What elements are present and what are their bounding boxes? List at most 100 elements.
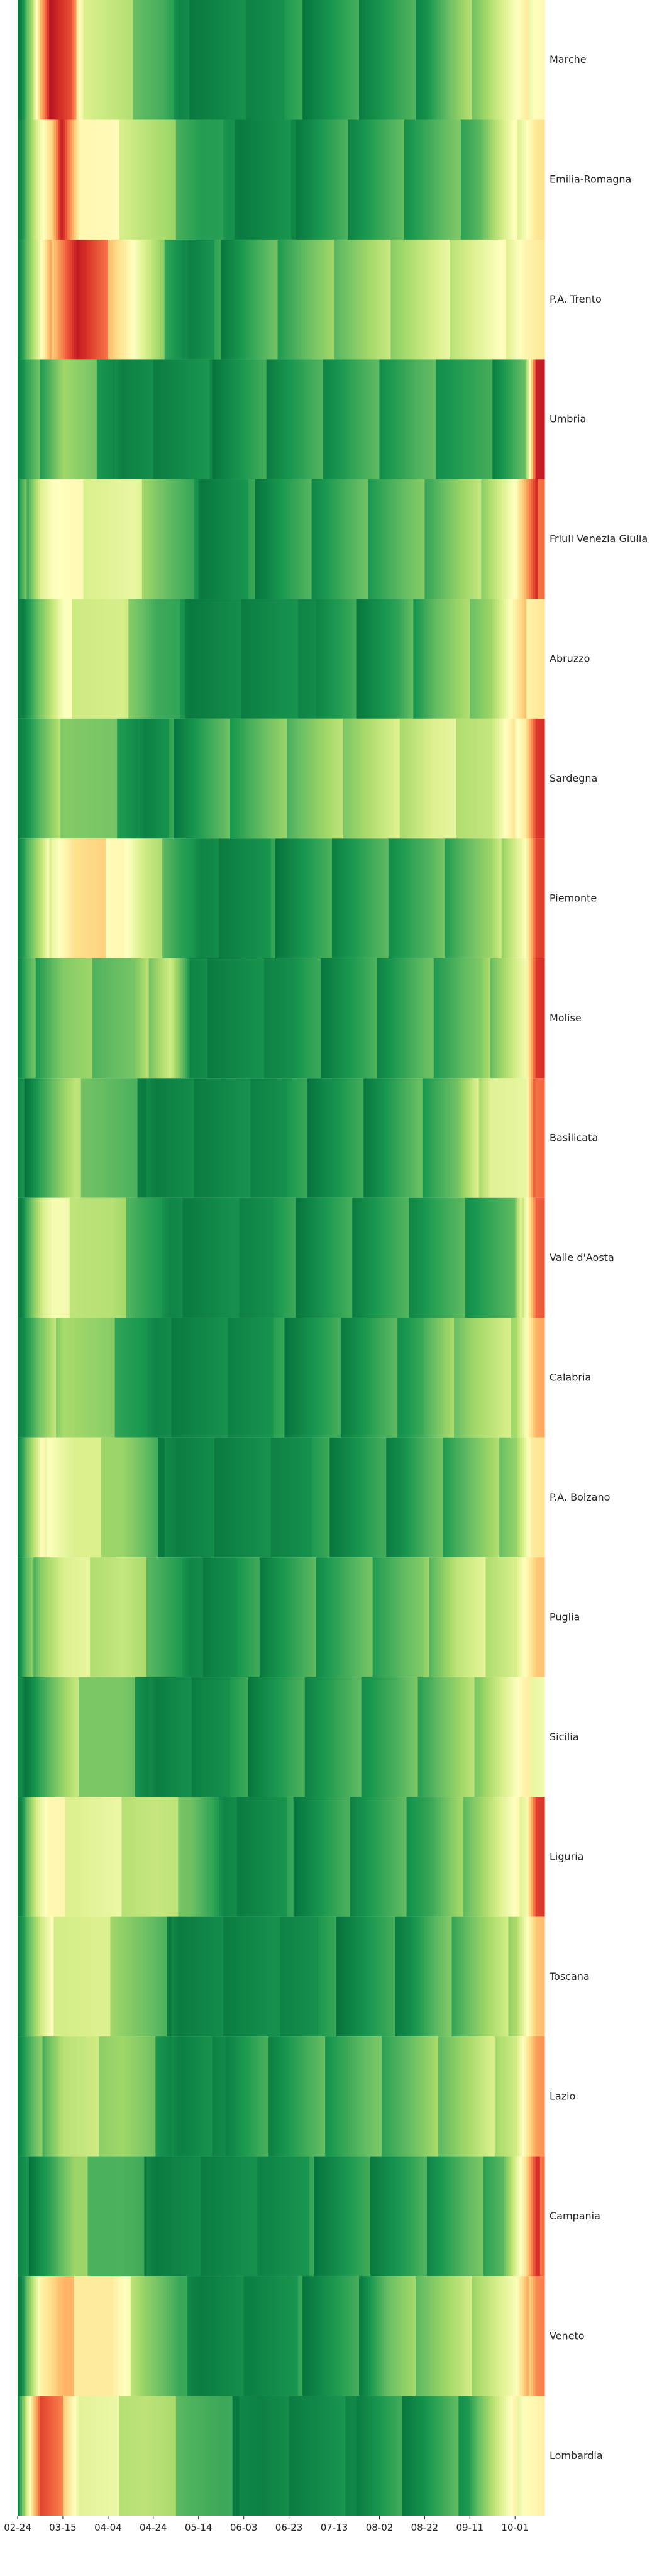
heatmap-cell	[533, 958, 536, 1079]
heatmap-cell	[483, 1677, 487, 1797]
heatmap-cell	[356, 1797, 360, 1917]
heatmap-cell	[531, 1916, 534, 2037]
heatmap-cell	[268, 479, 272, 599]
heatmap-cell	[535, 599, 538, 719]
heatmap-cell	[296, 599, 299, 719]
heatmap-cell	[451, 119, 455, 240]
heatmap-cell	[361, 838, 364, 958]
heatmap-cell	[478, 2396, 482, 2516]
heatmap-cell	[409, 838, 412, 958]
heatmap-cell	[277, 1557, 280, 1677]
heatmap-cell	[236, 2276, 240, 2396]
heatmap-cell	[345, 2396, 348, 2516]
heatmap-cell	[296, 2276, 299, 2396]
heatmap-cell	[359, 2396, 362, 2516]
heatmap-cell	[504, 1437, 507, 1558]
heatmap-cell	[117, 1677, 120, 1797]
heatmap-cell	[472, 479, 475, 599]
heatmap-cell	[458, 718, 461, 839]
heatmap-cell	[130, 2036, 134, 2157]
heatmap-cell	[433, 1677, 436, 1797]
heatmap-cell	[465, 479, 468, 599]
heatmap-cell	[494, 1916, 498, 2037]
heatmap-cell	[221, 2276, 224, 2396]
heatmap-cell	[35, 479, 38, 599]
heatmap-cell	[236, 2036, 240, 2157]
heatmap-cell	[506, 1197, 509, 1318]
heatmap-cell	[309, 239, 312, 360]
heatmap-cell	[94, 1797, 97, 1917]
heatmap-cell	[300, 2156, 303, 2277]
heatmap-cell	[228, 2396, 231, 2516]
heatmap-cell	[202, 718, 206, 839]
heatmap-cell	[185, 838, 188, 958]
heatmap-cell	[178, 599, 181, 719]
heatmap-cell	[201, 718, 204, 839]
heatmap-cell	[255, 2396, 258, 2516]
heatmap-cell	[504, 1916, 507, 2037]
heatmap-cell	[223, 479, 226, 599]
heatmap-cell	[440, 239, 443, 360]
heatmap-cell	[178, 2036, 181, 2157]
heatmap-cell	[506, 718, 509, 839]
heatmap-cell	[155, 479, 158, 599]
heatmap-cell	[94, 1078, 97, 1198]
heatmap-cell	[169, 838, 172, 958]
heatmap-cell	[372, 718, 375, 839]
heatmap-cell	[243, 2156, 246, 2277]
heatmap-cell	[397, 2156, 401, 2277]
heatmap-cell	[528, 359, 532, 479]
heatmap-cell	[198, 2036, 201, 2157]
heatmap-cell	[257, 1437, 260, 1558]
heatmap-cell	[506, 1437, 509, 1558]
heatmap-cell	[209, 119, 213, 240]
heatmap-cell	[293, 1557, 296, 1677]
heatmap-cell	[144, 1437, 147, 1558]
heatmap-cell	[470, 838, 473, 958]
heatmap-cell	[533, 1197, 536, 1318]
heatmap-cell	[146, 1318, 150, 1438]
heatmap-cell	[42, 239, 45, 360]
heatmap-cell	[535, 479, 538, 599]
heatmap-cell	[45, 1078, 48, 1198]
heatmap-cell	[492, 2276, 495, 2396]
heatmap-cell	[207, 359, 211, 479]
heatmap-cell	[18, 239, 21, 360]
heatmap-cell	[393, 479, 396, 599]
heatmap-cell	[119, 599, 123, 719]
heatmap-cell	[384, 2276, 387, 2396]
heatmap-cell	[201, 1078, 204, 1198]
heatmap-cell	[454, 1197, 457, 1318]
heatmap-cell	[99, 1437, 102, 1558]
heatmap-cell	[542, 838, 545, 958]
heatmap-cell	[443, 599, 446, 719]
heatmap-cell	[80, 838, 84, 958]
heatmap-cell	[264, 0, 267, 120]
heatmap-cell	[447, 1677, 450, 1797]
heatmap-cell	[169, 1437, 172, 1558]
heatmap-cell	[87, 2036, 91, 2157]
heatmap-cell	[133, 1677, 136, 1797]
heatmap-cell	[19, 1197, 23, 1318]
heatmap-cell	[191, 1677, 195, 1797]
heatmap-cell	[463, 2156, 466, 2277]
heatmap-cell	[162, 1318, 165, 1438]
heatmap-cell	[162, 1916, 165, 2037]
heatmap-cell	[167, 1797, 170, 1917]
heatmap-cell	[338, 239, 341, 360]
heatmap-cell	[488, 1197, 491, 1318]
heatmap-cell	[395, 1437, 398, 1558]
heatmap-cell	[180, 0, 184, 120]
heatmap-cell	[424, 1677, 428, 1797]
heatmap-cell	[51, 718, 55, 839]
heatmap-cell	[361, 2036, 364, 2157]
heatmap-cell	[128, 1797, 131, 1917]
heatmap-cell	[236, 479, 240, 599]
heatmap-cell	[135, 119, 138, 240]
heatmap-cell	[22, 2276, 25, 2396]
heatmap-cell	[542, 2396, 545, 2516]
heatmap-cell	[431, 1197, 434, 1318]
heatmap-cell	[481, 1916, 484, 2037]
heatmap-cell	[402, 2036, 405, 2157]
heatmap-cell	[40, 1318, 43, 1438]
